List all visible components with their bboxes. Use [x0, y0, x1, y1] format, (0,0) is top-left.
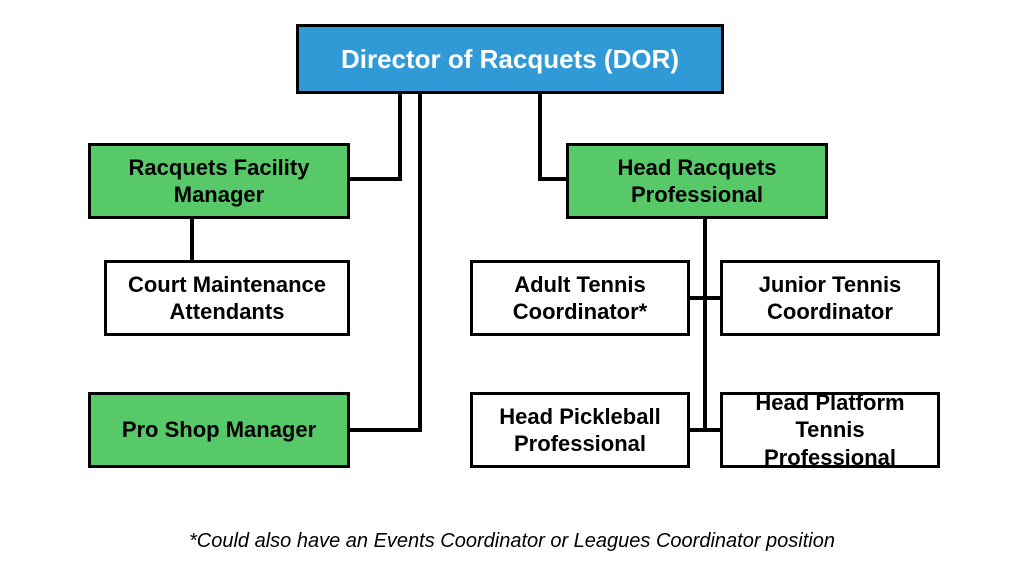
node-label: Adult Tennis Coordinator* [483, 271, 677, 326]
node-label: Head Platform Tennis Professional [733, 389, 927, 472]
connector [538, 94, 542, 181]
connector [703, 219, 707, 432]
node-junior-tennis-coordinator: Junior Tennis Coordinator [720, 260, 940, 336]
connector [690, 428, 720, 432]
footnote: *Could also have an Events Coordinator o… [0, 530, 1024, 553]
node-head-platform-tennis-professional: Head Platform Tennis Professional [720, 392, 940, 468]
node-court-maintenance-attendants: Court Maintenance Attendants [104, 260, 350, 336]
connector [190, 219, 194, 261]
connector [350, 428, 422, 432]
connector [690, 296, 720, 300]
node-racquets-facility-manager: Racquets Facility Manager [88, 143, 350, 219]
node-label: Director of Racquets (DOR) [341, 43, 679, 76]
node-label: Pro Shop Manager [122, 416, 316, 444]
node-pro-shop-manager: Pro Shop Manager [88, 392, 350, 468]
node-director-of-racquets: Director of Racquets (DOR) [296, 24, 724, 94]
node-adult-tennis-coordinator: Adult Tennis Coordinator* [470, 260, 690, 336]
connector [398, 94, 402, 181]
node-head-pickleball-professional: Head Pickleball Professional [470, 392, 690, 468]
node-label: Racquets Facility Manager [101, 154, 337, 209]
connector [538, 177, 566, 181]
node-label: Head Pickleball Professional [483, 403, 677, 458]
node-label: Junior Tennis Coordinator [733, 271, 927, 326]
node-head-racquets-professional: Head Racquets Professional [566, 143, 828, 219]
org-chart-canvas: Director of Racquets (DOR) Racquets Faci… [0, 0, 1024, 583]
node-label: Head Racquets Professional [579, 154, 815, 209]
connector [418, 94, 422, 428]
node-label: Court Maintenance Attendants [117, 271, 337, 326]
connector [350, 177, 402, 181]
